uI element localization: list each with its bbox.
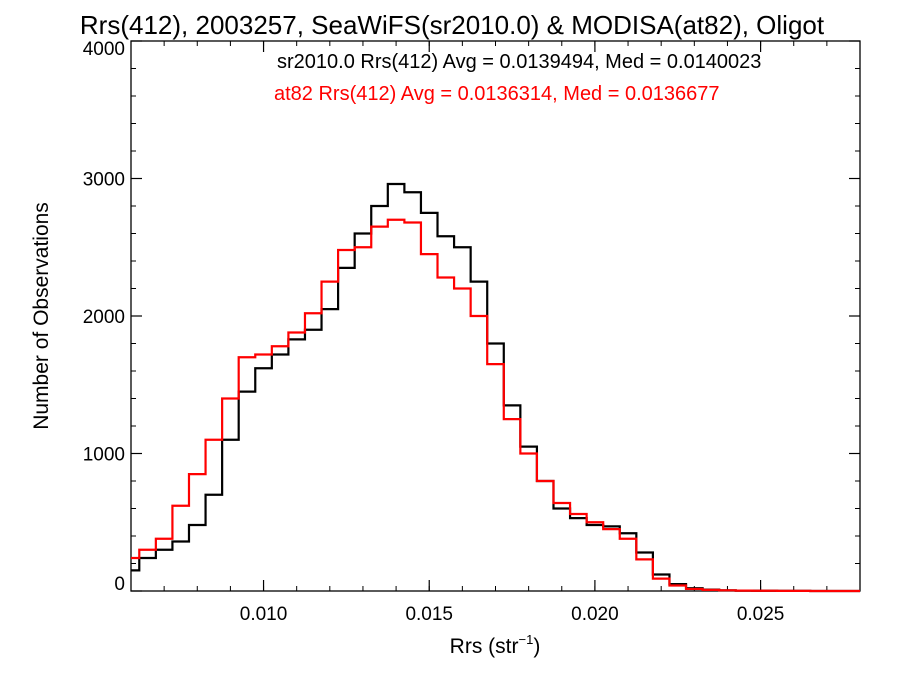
- y-tick-label: 1000: [83, 445, 125, 466]
- series-layer: [131, 182, 860, 593]
- x-tick-label: 0.025: [737, 604, 785, 625]
- y-axis-ticks: 0 1000 2000 3000 4000: [83, 39, 860, 595]
- y-tick-label: 4000: [83, 39, 125, 60]
- y-tick-label: 3000: [83, 170, 125, 191]
- minor-ticks: [130, 40, 861, 592]
- x-tick-label: 0.020: [571, 604, 619, 625]
- x-axis-label: Rrs (str−1): [450, 632, 541, 658]
- y-tick-label: 0: [114, 574, 125, 595]
- x-tick-label: 0.015: [405, 604, 453, 625]
- x-tick-label: 0.010: [240, 604, 288, 625]
- y-tick-label: 2000: [83, 307, 125, 328]
- plot-frame: [130, 40, 861, 592]
- legend: sr2010.0 Rrs(412) Avg = 0.0139494, Med =…: [274, 51, 761, 105]
- x-axis-label-close: ): [533, 635, 540, 658]
- series-line-1: [131, 218, 860, 593]
- legend-entry-at82: at82 Rrs(412) Avg = 0.0136314, Med = 0.0…: [274, 83, 720, 105]
- series-line-0: [131, 182, 860, 593]
- legend-entry-sr2010: sr2010.0 Rrs(412) Avg = 0.0139494, Med =…: [277, 51, 761, 73]
- y-axis-label: Number of Observations: [30, 202, 53, 430]
- x-axis-label-superscript: −1: [519, 632, 534, 647]
- chart-title: Rrs(412), 2003257, SeaWiFS(sr2010.0) & M…: [80, 10, 825, 40]
- x-axis-ticks: 0.010 0.015 0.020 0.025: [240, 41, 785, 625]
- x-axis-label-text: Rrs (str: [450, 635, 519, 658]
